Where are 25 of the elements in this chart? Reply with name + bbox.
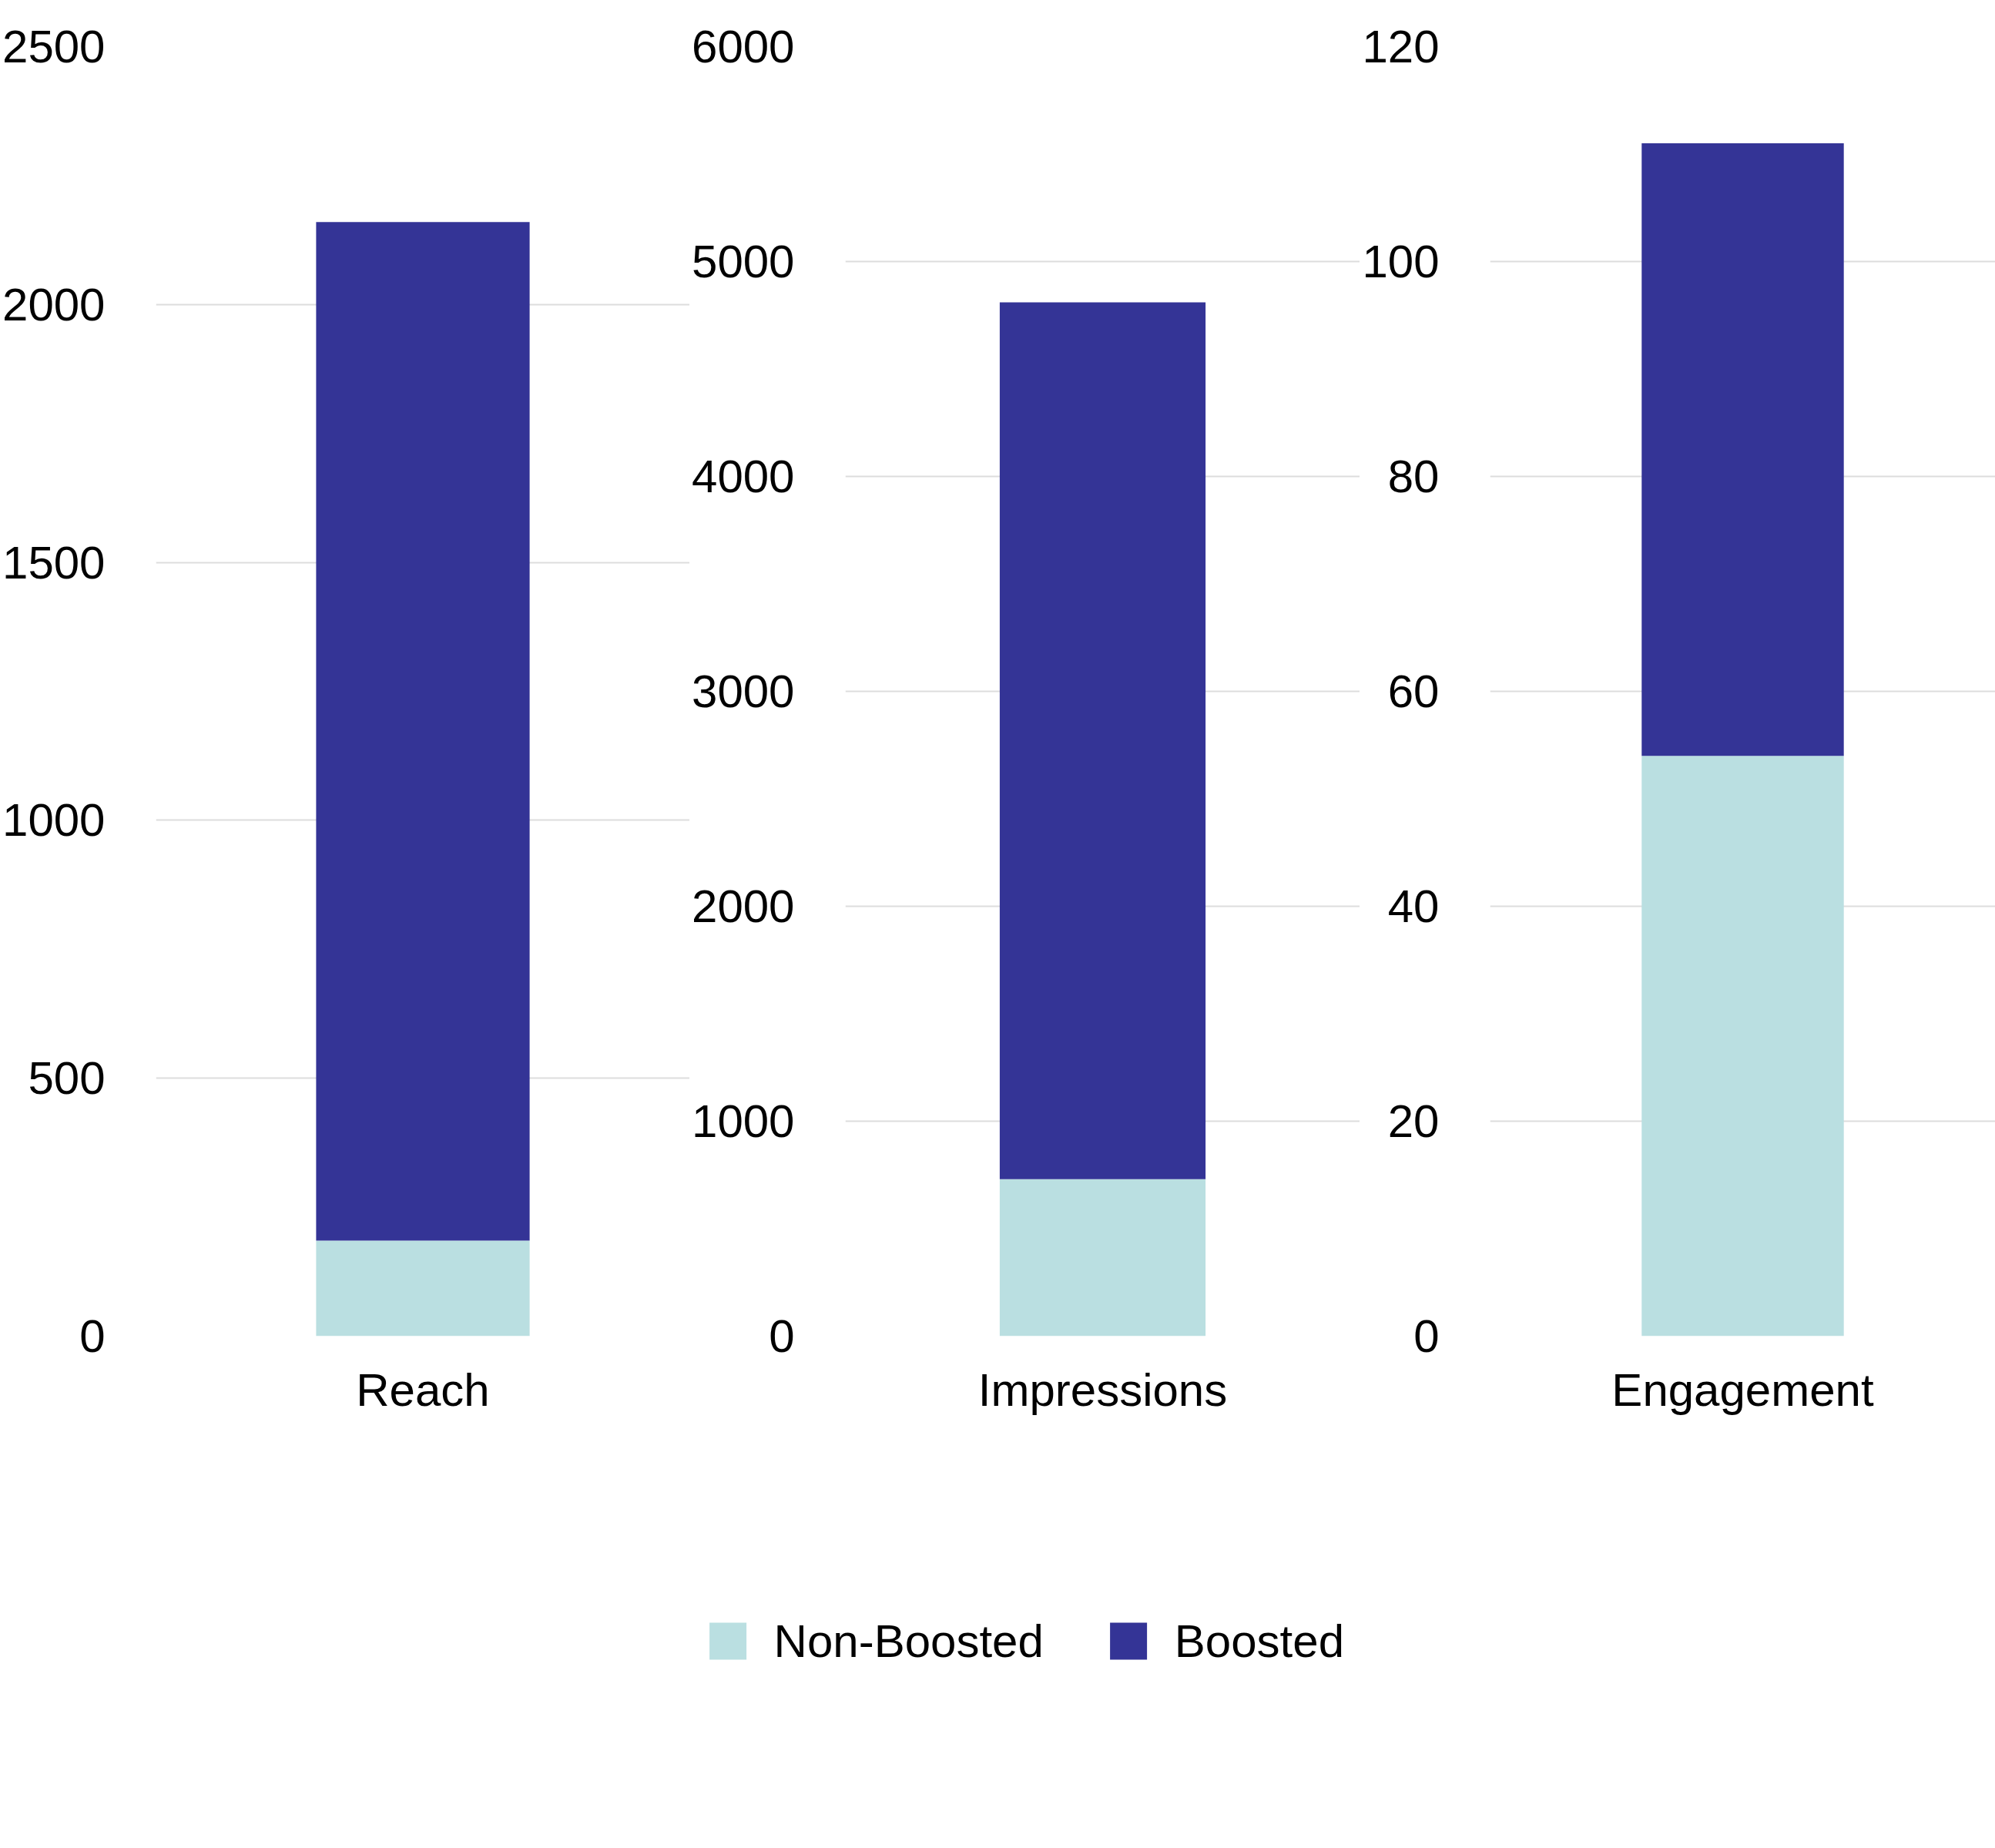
- legend-label: Boosted: [1174, 1614, 1344, 1668]
- y-tick-label: 6000: [692, 21, 795, 72]
- y-tick-label: 5000: [692, 236, 795, 287]
- y-tick-label: 60: [1387, 666, 1440, 717]
- y-tick-label: 20: [1387, 1095, 1440, 1147]
- y-tick-label: 100: [1362, 236, 1440, 287]
- legend-label: Non-Boosted: [773, 1614, 1044, 1668]
- y-tick-label: 120: [1362, 21, 1440, 72]
- y-tick-label: 80: [1387, 451, 1440, 502]
- y-tick-label: 4000: [692, 451, 795, 502]
- y-tick-label: 2500: [2, 21, 106, 72]
- y-tick-label: 2000: [2, 278, 106, 330]
- y-tick-label: 2000: [692, 880, 795, 932]
- y-tick-label: 0: [1413, 1310, 1440, 1362]
- y-tick-label: 0: [79, 1310, 106, 1362]
- x-tick-label: Engagement: [1611, 1363, 1874, 1416]
- x-tick-label: Impressions: [977, 1363, 1228, 1416]
- y-tick-label: 1500: [2, 536, 106, 589]
- y-tick-label: 40: [1387, 880, 1440, 932]
- y-tick-label: 3000: [692, 666, 795, 717]
- y-tick-label: 1000: [2, 794, 106, 847]
- y-tick-label: 0: [769, 1310, 795, 1362]
- y-tick-label: 1000: [692, 1095, 795, 1147]
- x-tick-label: Reach: [356, 1363, 490, 1416]
- y-tick-label: 500: [28, 1052, 106, 1105]
